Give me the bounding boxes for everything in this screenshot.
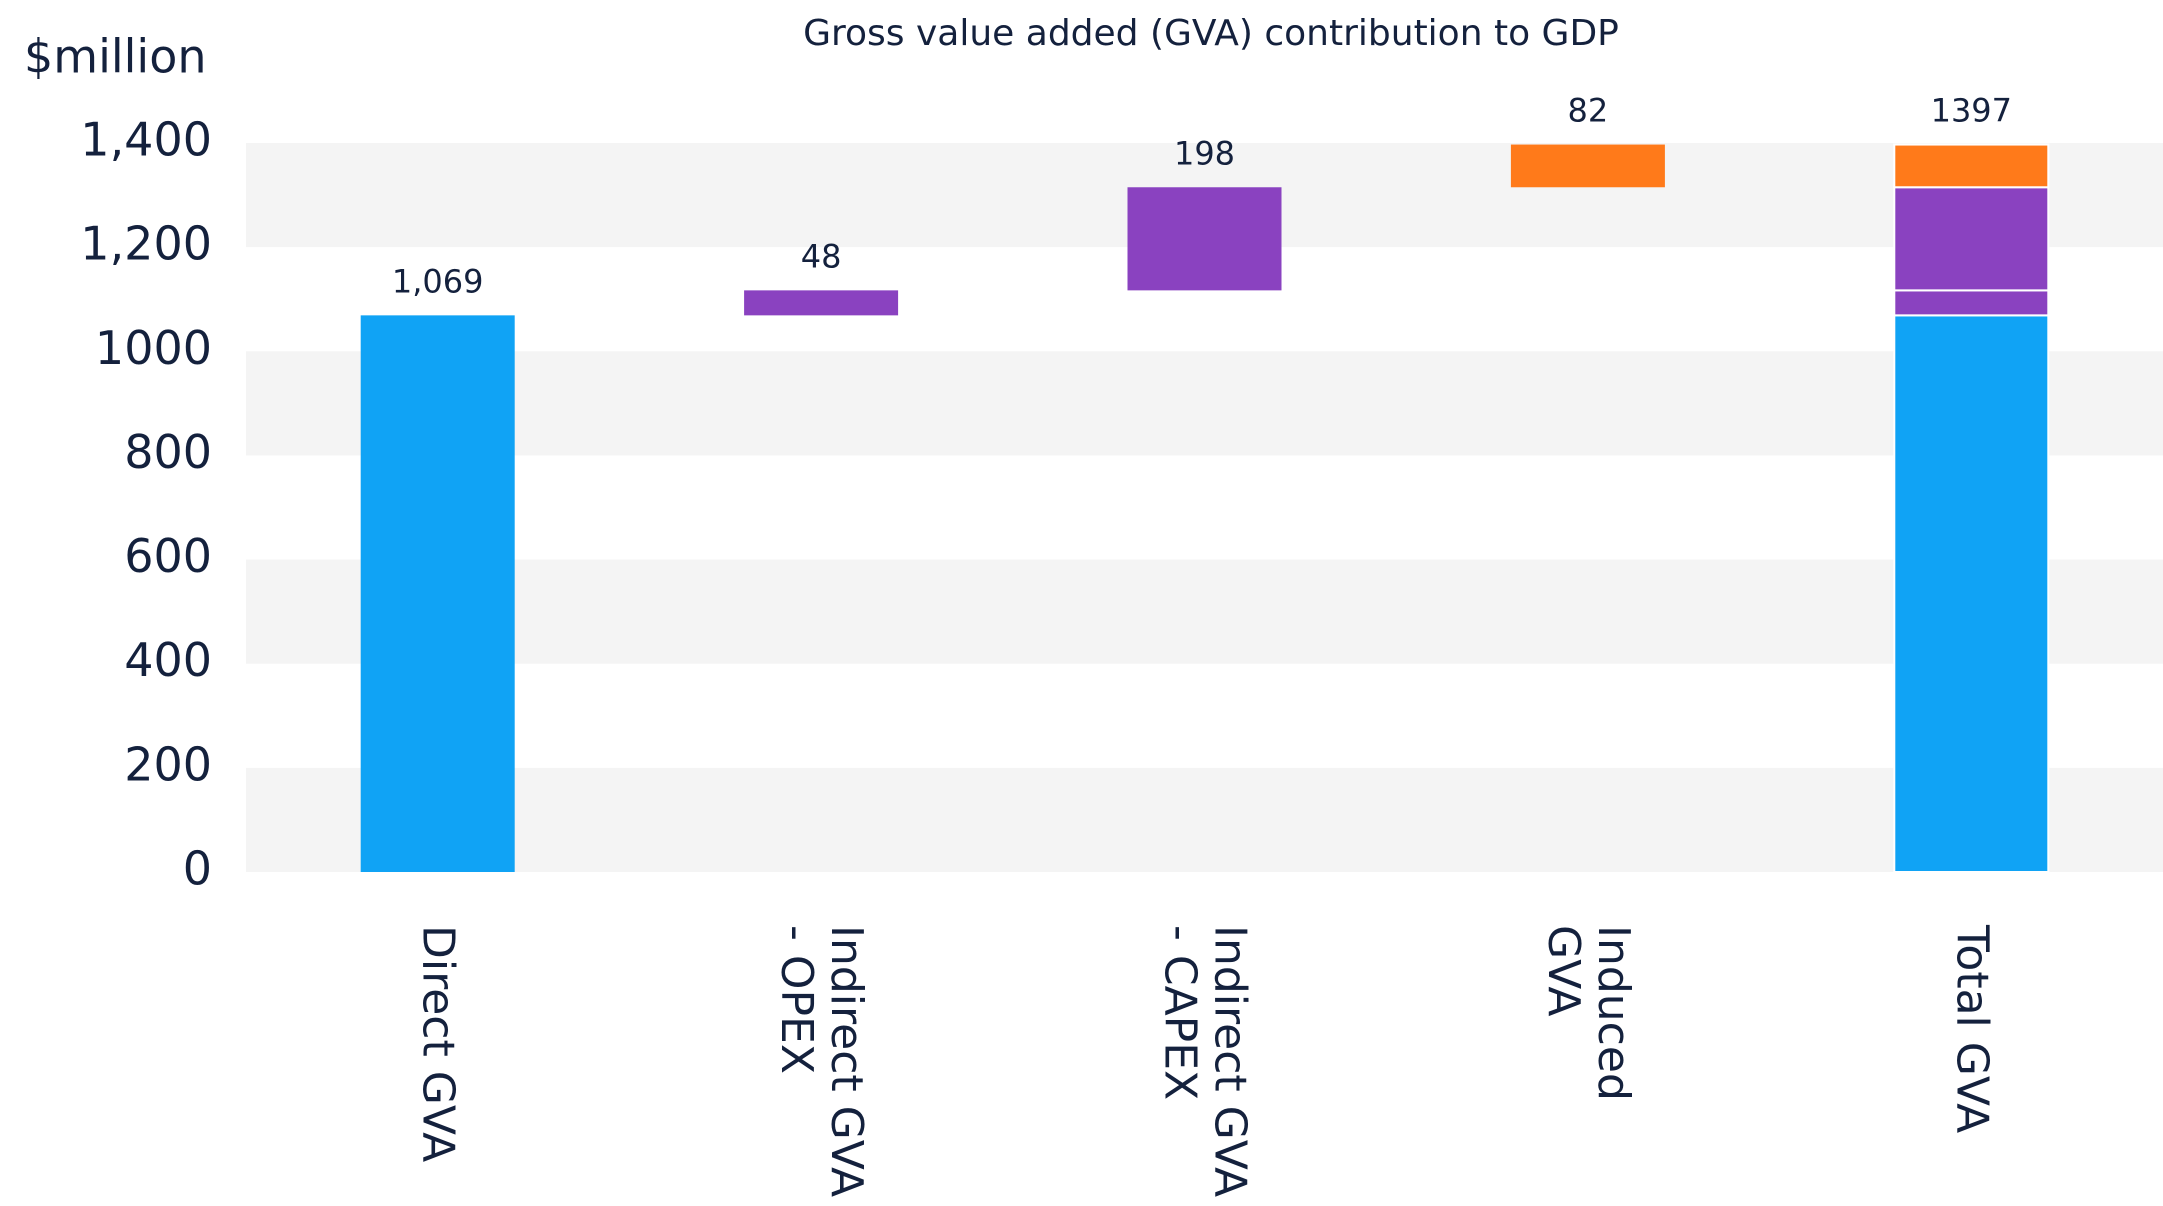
value-label: 1,069: [392, 262, 484, 300]
value-label: 1397: [1931, 92, 2012, 130]
grid-band: [246, 767, 2163, 872]
y-tick-label: 1,400: [80, 113, 212, 167]
value-label: 198: [1174, 134, 1235, 172]
total-segment: [1893, 143, 2050, 189]
bar: [1510, 144, 1665, 188]
bar: [1127, 187, 1282, 291]
y-tick-label: 400: [124, 633, 212, 687]
total-segment: [1893, 186, 2050, 292]
y-tick-label: 600: [124, 529, 212, 583]
y-tick-label: 0: [183, 842, 212, 896]
x-tick-label: Direct GVA: [412, 925, 464, 1163]
x-tick-label: Total GVA: [1946, 925, 1998, 1134]
x-tick-label: Induced GVA: [1537, 925, 1639, 1101]
y-tick-label: 800: [124, 425, 212, 479]
y-tick-label: 200: [124, 737, 212, 791]
y-tick-label: 1,200: [80, 217, 212, 271]
grid-band: [246, 559, 2163, 664]
bar: [744, 290, 899, 316]
value-label: 82: [1568, 92, 1609, 130]
x-tick-label: Indirect GVA - OPEX: [771, 925, 873, 1198]
x-tick-label: Indirect GVA - CAPEX: [1154, 925, 1256, 1198]
grid-band: [246, 351, 2163, 456]
y-axis-label: $million: [24, 30, 207, 84]
chart-title: Gross value added (GVA) contribution to …: [803, 13, 1619, 54]
bar: [360, 315, 515, 872]
total-segment: [1893, 289, 2050, 317]
y-tick-label: 1000: [95, 321, 212, 375]
total-segment: [1893, 314, 2050, 873]
value-label: 48: [801, 237, 842, 275]
